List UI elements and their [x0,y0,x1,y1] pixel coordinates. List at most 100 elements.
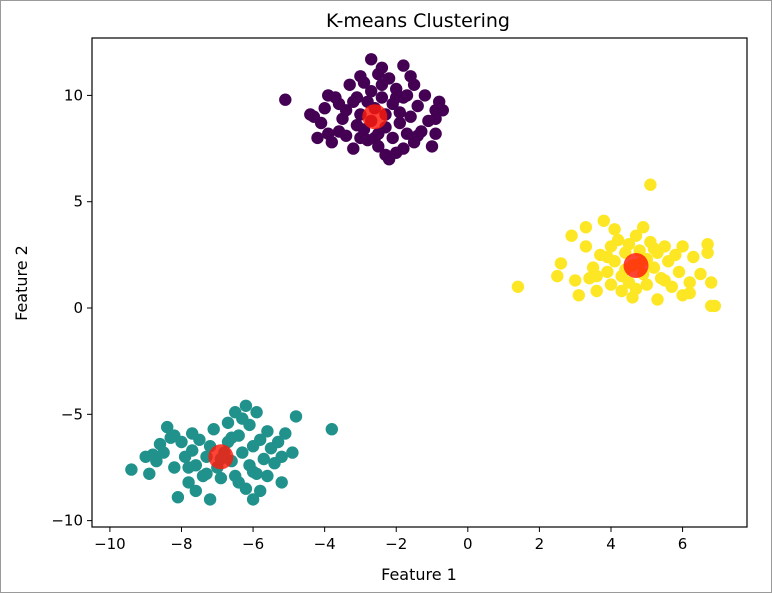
cluster-2-point [601,265,614,279]
x-tick-label: 4 [606,535,616,553]
cluster-2-point [694,267,707,281]
cluster-1-point [168,461,181,474]
cluster-2-point [611,233,625,247]
cluster-0-point [393,116,406,130]
cluster-2-point [601,250,614,264]
centroid-cluster-1 [208,444,234,470]
x-axis: −10 −8 −6 −4 −2 0 2 4 6 [94,527,687,553]
cluster-2-point [647,261,661,274]
x-tick-label: −8 [170,535,192,553]
cluster-1-point [246,465,260,478]
cluster-0-point [404,110,417,123]
cluster-0-point [429,104,442,117]
cluster-2-point [683,276,696,289]
cluster-0-point [425,140,439,153]
cluster-1-point [146,448,159,461]
cluster-0-point [372,67,385,81]
cluster-2-point [551,269,564,283]
x-tick-label: 2 [535,535,545,553]
cluster-2-point [640,278,653,291]
cluster-1-point [232,476,245,489]
cluster-1-point [182,476,195,489]
cluster-0-point [279,93,292,106]
cluster-2-point [511,280,525,293]
cluster-0-point [407,78,421,92]
cluster-0-point [411,129,424,142]
cluster-2-point [705,276,718,289]
cluster-2-point [626,291,639,304]
cluster-1-point [157,446,170,459]
y-axis-title: Feature 2 [12,245,31,321]
cluster-1-point [203,493,217,506]
cluster-2-point [565,229,578,242]
cluster-1-point [182,461,195,474]
cluster-0-point [357,76,371,89]
cluster-2-point [608,223,621,236]
cluster-2-point [637,221,650,234]
cluster-2-point [572,289,585,302]
cluster-1-point [221,416,235,429]
plot-area-border [91,37,748,528]
cluster-1-point [279,427,292,440]
cluster-2-point [647,242,661,255]
cluster-0-point [429,112,442,126]
cluster-2-point [590,269,603,283]
cluster-2-point [658,274,671,287]
cluster-1-point [200,467,213,480]
cluster-0-point [411,99,424,113]
cluster-2-point [683,286,696,300]
x-tick-label: 6 [678,535,688,553]
cluster-1-point [275,450,288,463]
cluster-0-point [393,106,406,119]
cluster-1-point [214,471,228,485]
cluster-1-point [207,423,220,436]
y-tick-label: 0 [73,299,83,317]
cluster-1-point [271,435,285,449]
cluster-2-point [622,238,636,251]
y-tick-label: −5 [61,405,83,423]
cluster-2-point [590,284,603,298]
cluster-0-point [379,148,392,162]
cluster-1-point [325,423,338,436]
y-tick-label: 5 [73,193,83,211]
cluster-2-point [579,221,593,234]
centroids-layer [208,104,649,470]
cluster-0-point [304,108,317,121]
cluster-0-point [397,91,410,104]
cluster-1-point [193,433,206,446]
cluster-2-point [658,240,671,253]
cluster-1-point [189,484,202,498]
cluster-1-point [261,425,274,438]
cluster-1-point [257,452,270,466]
cluster-0-point [332,125,346,138]
cluster-2-point [701,246,714,259]
cluster-2-point [604,278,618,291]
cluster-2-point [569,274,582,287]
cluster-0-point [314,116,328,130]
cluster-0-point [429,127,442,140]
cluster-0-point [311,131,324,145]
cluster-2-point [672,265,686,279]
x-tick-label: −4 [314,535,336,553]
cluster-2-point [708,299,721,313]
cluster-0-point [325,136,338,149]
cluster-0-point [339,104,353,117]
cluster-0-point [390,82,403,96]
cluster-1-point [261,469,274,483]
cluster-1-point [243,418,256,432]
points-layer [125,53,721,506]
cluster-2-point [597,214,610,227]
cluster-1-point [225,431,238,444]
cluster-2-point [676,240,689,253]
cluster-2-point [644,178,657,191]
cluster-1-point [161,420,174,434]
cluster-1-point [246,493,260,506]
y-tick-label: 10 [64,86,83,104]
cluster-2-point [651,293,664,306]
chart-title: K-means Clustering [326,10,510,32]
cluster-1-point [275,476,288,489]
cluster-0-point [397,59,410,72]
cluster-0-point [418,89,432,102]
cluster-0-point [318,102,331,115]
